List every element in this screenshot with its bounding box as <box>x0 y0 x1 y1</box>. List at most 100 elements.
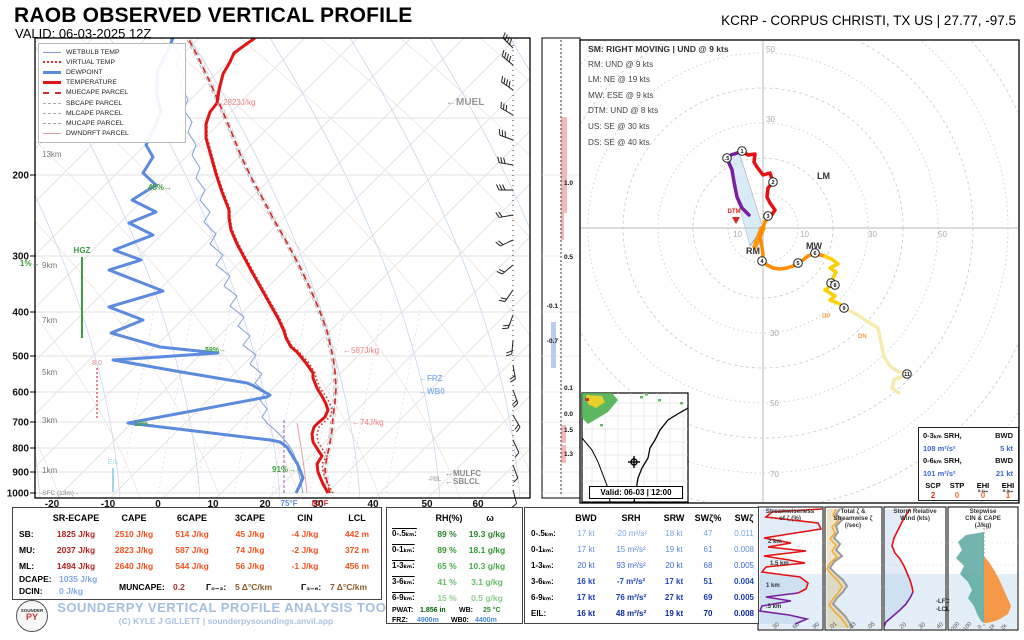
height-label: 7km <box>42 316 57 325</box>
kin-header: BWD <box>575 513 597 523</box>
kin-value: 17 kt <box>576 593 596 602</box>
temp-tick: 0 <box>155 499 161 510</box>
kin-value: 17 kt <box>577 545 595 554</box>
map-inset <box>582 393 688 502</box>
storm-motion-line: SM: RIGHT MOVING | UND @ 9 kts <box>588 44 729 54</box>
panel2-tick: .01 <box>828 621 839 631</box>
skewt-annotation: ←MULFC <box>445 469 481 478</box>
skewt-annotation: ←2823J/kg <box>215 98 255 107</box>
kin-value: 27 kt <box>664 593 684 602</box>
thermo-header: SR-ECAPE <box>52 513 100 523</box>
temperature-curve <box>204 38 330 494</box>
omega-label: 0.0 <box>564 411 573 418</box>
kin-row-label: 0-.5ₖₘ: <box>531 529 556 538</box>
omega-bar <box>561 213 564 240</box>
wind-barb <box>496 264 514 275</box>
temp-tick: 40 <box>367 499 379 510</box>
rh-row-label: 3-6ₖₘ: <box>392 577 415 586</box>
hodo-marker-label: 4 <box>760 259 764 265</box>
panel1-tick: 30 <box>772 621 781 630</box>
thermo-row-label: MU: <box>19 545 36 555</box>
wind-barb <box>502 32 514 49</box>
page-title: RAOB OBSERVED VERTICAL PROFILE <box>14 4 413 27</box>
srh-box-value: 21 kt <box>995 468 1013 478</box>
hodo-marker-label: 1 <box>740 149 743 155</box>
omega-strip: 1.0 0.5 -0.1 -0.7 0.1 0.0 1.5 1.3 <box>542 40 580 496</box>
thermo-row-label: ML: <box>19 561 35 571</box>
hodo-marker-label: 6 <box>813 251 816 257</box>
hodo-motion-label: MW <box>806 241 822 251</box>
storm-motion-line: DTM: UND @ 8 kts <box>588 106 659 116</box>
index-value: 0 <box>954 491 960 500</box>
rh-row-label: 1-3ₖₘ: <box>392 561 415 570</box>
kin-value: 68 <box>703 561 713 570</box>
thermo-value: 442 m <box>344 529 370 539</box>
kin-row-label: 3-6ₖₘ: <box>531 577 554 586</box>
kin-header: SRH <box>621 513 641 523</box>
thermo-header: 6CAPE <box>176 513 208 523</box>
kin-value: 70 <box>703 609 713 618</box>
legend-item: VIRTUAL TEMP <box>43 57 181 67</box>
panel4-tick: 0 <box>977 624 984 630</box>
legend-line-sample <box>43 122 61 124</box>
temp-tick: 20 <box>259 499 271 510</box>
temp-tick: 50 <box>421 499 433 510</box>
stepwise-cin-area <box>956 532 984 623</box>
skewt-annotation: 59%→ <box>205 347 226 354</box>
hodograph-trace <box>725 149 751 217</box>
legend-label: TEMPERATURE <box>66 79 117 87</box>
hodo-motion-label: DTM <box>728 209 741 215</box>
legend-line-sample <box>43 61 61 64</box>
index-label: STP <box>949 481 965 490</box>
eil-band <box>885 574 945 629</box>
skewt-annotation: ←74J/kg <box>352 418 384 427</box>
panel3-level-label: -LFC <box>936 599 950 605</box>
legend-line-sample <box>43 51 61 53</box>
wind-barb <box>502 314 514 330</box>
srh-box-label: BWD <box>995 456 1013 465</box>
wind-barb <box>512 389 519 408</box>
hodo-height-marker: 3 <box>763 211 773 221</box>
wb0-value: 4400m <box>475 617 497 624</box>
rh-value: 89 % <box>437 529 457 539</box>
surface-temp-mark: 81°F <box>312 499 329 508</box>
kin-value: 61 <box>703 545 713 554</box>
hodo-motion-label: UP <box>822 314 830 320</box>
mixing-ratio-value: 18.1 g/kg <box>468 545 506 555</box>
srh-box-value: 5 kt <box>1000 443 1013 453</box>
temp-tick: -10 <box>101 499 116 510</box>
thermo-value: 56 J/kg <box>235 561 265 571</box>
kin-value: 0.008 <box>733 545 755 554</box>
sfc-label: -SFC (13m) - <box>40 490 78 497</box>
hodo-ring-label: 30 <box>868 230 877 239</box>
kin-value: 93 m²/s² <box>616 561 646 570</box>
kinematics-table: BWD SRH SRW SWζ% SWζ 0-.5ₖₘ: 17 kt -20 m²/s² 18 … <box>524 507 759 624</box>
panel4-tick: -200 <box>949 621 961 633</box>
hodo-ring-label: 30 <box>770 329 779 338</box>
temp-tick: 10 <box>207 499 219 510</box>
wind-barb <box>509 364 516 383</box>
index-value: 2 <box>930 491 936 500</box>
index-label: SCP <box>925 481 941 490</box>
srh-box-label: 0-6ₖₘ SRH, <box>923 456 962 465</box>
gamma03-value: 5 Δ°C/km <box>235 582 273 592</box>
wb-value: 25 °C <box>483 607 501 614</box>
thermo-value: 2510 J/kg <box>114 529 154 539</box>
legend-line-sample <box>43 133 61 135</box>
pressure-tick: 700 <box>12 418 29 429</box>
kin-value: -20 m²/s² <box>615 529 647 538</box>
pressure-tick: 500 <box>12 352 29 363</box>
thermo-value: 1825 J/kg <box>56 529 96 539</box>
hodo-height-marker: 6 <box>810 248 820 258</box>
pressure-tick: 400 <box>12 308 29 319</box>
legend-line-sample <box>43 70 61 74</box>
pressure-tick: 800 <box>12 444 29 455</box>
kin-header: SWζ% <box>694 513 722 523</box>
skewt-annotation: HGZ <box>74 246 91 255</box>
omega-bar <box>561 425 566 443</box>
legend-label: MLCAPE PARCEL <box>66 109 123 117</box>
rh-row-label: 0-1ₖₘ: <box>392 545 415 554</box>
thermo-value: 514 J/kg <box>175 529 209 539</box>
wind-barb <box>496 184 513 191</box>
hodo-motion-label: LM <box>817 171 830 181</box>
